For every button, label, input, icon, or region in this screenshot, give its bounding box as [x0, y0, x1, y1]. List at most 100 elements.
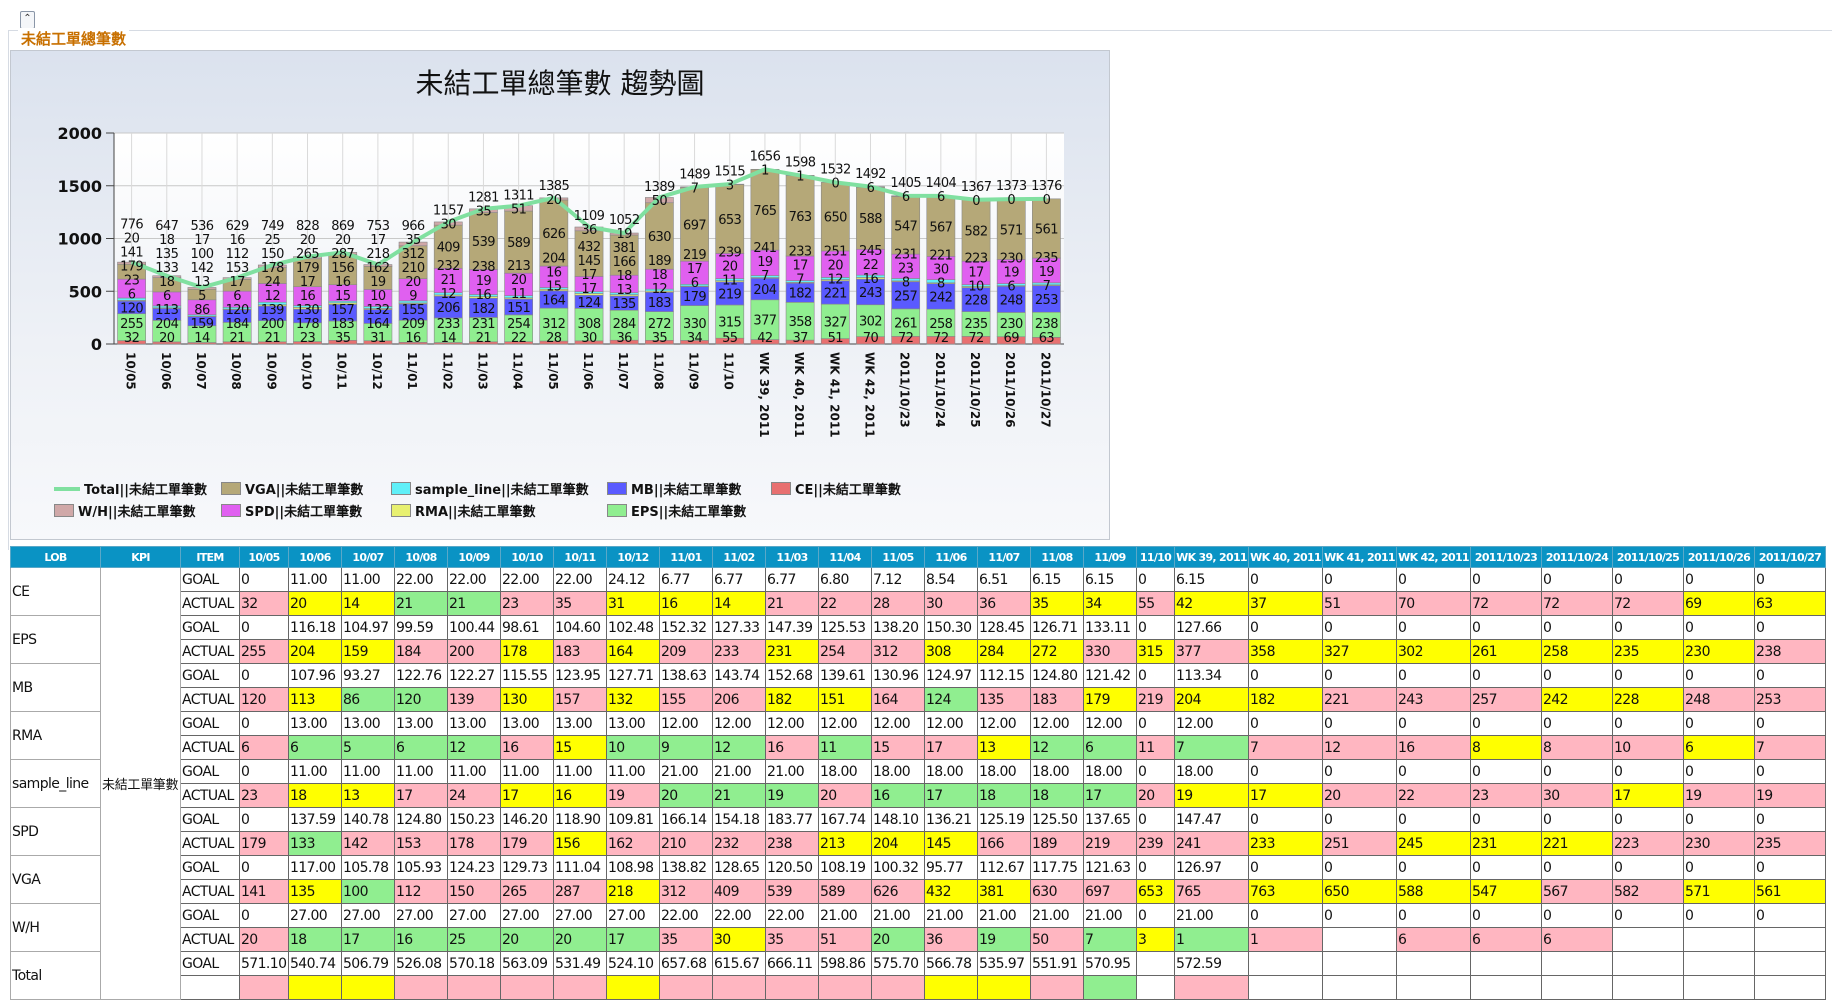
segment-label: 18 — [617, 269, 633, 284]
segment-label: 16 — [335, 275, 351, 290]
goal-cell: 0 — [1249, 664, 1323, 688]
lob-cell: MB — [11, 664, 101, 712]
actual-cell: 182 — [766, 688, 819, 712]
goal-cell: 22.00 — [713, 904, 766, 928]
actual-cell: 69 — [1684, 592, 1755, 616]
goal-cell — [1684, 952, 1755, 976]
segment-label: 25 — [265, 233, 281, 248]
x-tick-label: 10/06 — [159, 352, 173, 390]
goal-cell: 0 — [1323, 808, 1397, 832]
segment-label: 72 — [933, 331, 948, 346]
actual-cell — [1137, 976, 1175, 1000]
segment-label: 16 — [476, 288, 492, 303]
goal-cell — [1397, 952, 1471, 976]
column-header: 10/06 — [289, 547, 342, 568]
segment-label: 20 — [511, 273, 527, 288]
segment-label: 17 — [300, 275, 316, 290]
segment-label: 582 — [965, 224, 988, 239]
segment-label: 253 — [1035, 293, 1058, 308]
goal-cell: 0 — [1137, 856, 1175, 880]
goal-cell: 0 — [1755, 760, 1826, 784]
column-header: 10/10 — [501, 547, 554, 568]
actual-cell: 12 — [1031, 736, 1084, 760]
actual-cell: 51 — [819, 928, 872, 952]
goal-cell: 563.09 — [501, 952, 554, 976]
actual-cell: 30 — [1542, 784, 1613, 808]
actual-cell: 258 — [1542, 640, 1613, 664]
column-header: 11/04 — [819, 547, 872, 568]
segment-label: 10 — [370, 289, 386, 304]
goal-cell: 12.00 — [978, 712, 1031, 736]
segment-label: 7 — [691, 181, 699, 196]
actual-cell: 21 — [766, 592, 819, 616]
goal-cell: 0 — [1249, 808, 1323, 832]
actual-cell: 156 — [554, 832, 607, 856]
actual-cell: 16 — [501, 736, 554, 760]
legend-color-swatch — [391, 504, 411, 517]
actual-cell: 24 — [448, 784, 501, 808]
segment-label: 7 — [1043, 279, 1051, 294]
goal-cell: 0 — [1613, 808, 1684, 832]
actual-cell: 17 — [925, 736, 978, 760]
segment-label: 21 — [441, 273, 457, 288]
actual-cell — [1084, 976, 1137, 1000]
segment-label: 23 — [124, 273, 140, 288]
actual-cell: 20 — [289, 592, 342, 616]
actual-cell: 23 — [240, 784, 289, 808]
goal-cell: 0 — [1137, 568, 1175, 592]
goal-cell: 0 — [1397, 760, 1471, 784]
actual-cell: 18 — [1031, 784, 1084, 808]
goal-cell: 0 — [1137, 664, 1175, 688]
goal-cell: 657.68 — [660, 952, 713, 976]
goal-cell: 27.00 — [289, 904, 342, 928]
x-tick-label: WK 40, 2011 — [792, 352, 806, 438]
goal-cell: 152.68 — [766, 664, 819, 688]
goal-cell: 0 — [1684, 808, 1755, 832]
legend-label: VGA||未結工單筆數 — [245, 479, 363, 498]
x-tick-label: 11/10 — [722, 352, 736, 390]
segment-label: 184 — [226, 317, 249, 332]
goal-cell: 125.19 — [978, 808, 1031, 832]
segment-label: 243 — [859, 286, 882, 301]
actual-cell: 233 — [1249, 832, 1323, 856]
segment-label: 258 — [929, 317, 952, 332]
total-label: 1598 — [785, 155, 816, 170]
goal-cell: 0 — [1471, 760, 1542, 784]
actual-cell — [766, 976, 819, 1000]
segment-label: 12 — [441, 287, 456, 302]
goal-cell: 13.00 — [607, 712, 660, 736]
goal-cell: 0 — [1471, 568, 1542, 592]
segment-label: 218 — [366, 247, 389, 262]
goal-cell: 108.19 — [819, 856, 872, 880]
segment-label: 142 — [190, 261, 213, 276]
segment-label: 1 — [796, 169, 804, 184]
total-label: 647 — [155, 219, 178, 234]
actual-cell: 242 — [1542, 688, 1613, 712]
actual-cell: 17 — [342, 928, 395, 952]
goal-cell: 154.18 — [713, 808, 766, 832]
lob-cell: CE — [11, 568, 101, 616]
legend-label: EPS||未結工單筆數 — [631, 501, 746, 520]
goal-cell: 105.93 — [395, 856, 448, 880]
goal-cell: 0 — [1397, 616, 1471, 640]
segment-label: 16 — [300, 289, 316, 304]
column-header: 11/06 — [925, 547, 978, 568]
segment-label: 21 — [265, 331, 281, 346]
collapse-section-button[interactable]: ⌃ — [20, 11, 35, 29]
actual-cell: 230 — [1684, 832, 1755, 856]
actual-cell: 697 — [1084, 880, 1137, 904]
actual-cell: 35 — [766, 928, 819, 952]
actual-cell: 653 — [1137, 880, 1175, 904]
item-cell — [181, 976, 240, 1000]
segment-label: 162 — [366, 261, 389, 276]
goal-cell: 0 — [1249, 904, 1323, 928]
column-header: 11/01 — [660, 547, 713, 568]
goal-cell: 104.97 — [342, 616, 395, 640]
goal-cell: 166.14 — [660, 808, 713, 832]
goal-cell: 12.00 — [1175, 712, 1249, 736]
segment-label: 19 — [1004, 265, 1020, 280]
